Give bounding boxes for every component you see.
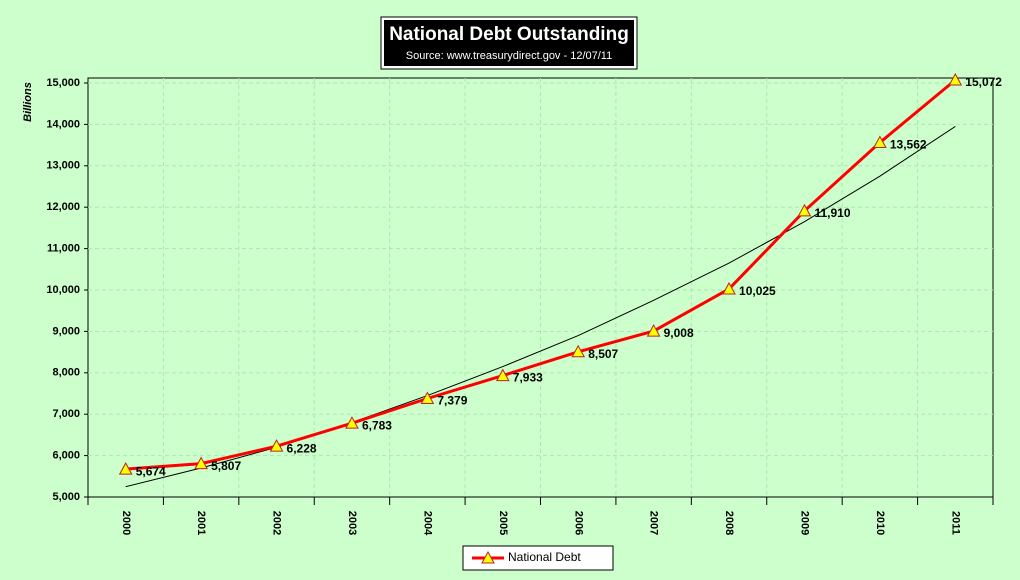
y-tick-label: 9,000 [52, 325, 80, 337]
data-label: 8,507 [588, 347, 618, 361]
marker [495, 368, 510, 382]
y-tick-label: 15,000 [46, 77, 80, 89]
marker [646, 324, 661, 337]
marker [948, 72, 963, 86]
legend [462, 545, 614, 571]
y-tick-label: 10,000 [46, 284, 80, 296]
series-line [125, 78, 957, 471]
y-tick-label: 11,000 [47, 243, 80, 255]
data-label: 9,008 [664, 326, 694, 340]
y-tick-label: 12,000 [46, 201, 80, 213]
x-tick-label: 2002 [271, 511, 283, 535]
marker [571, 344, 586, 358]
x-tick-label: 2010 [874, 511, 886, 535]
y-tick-label: 5,000 [52, 491, 80, 503]
legend-marker [481, 550, 495, 564]
chart-subtitle: Source: www.treasurydirect.gov - 12/07/1… [406, 50, 612, 62]
data-label: 10,025 [739, 284, 776, 298]
x-tick-label: 2009 [799, 511, 811, 535]
trendline [125, 126, 956, 488]
x-tick-label: 2000 [120, 511, 132, 535]
marker [345, 416, 359, 429]
data-label: 11,910 [814, 206, 850, 220]
x-tick-label: 2004 [421, 511, 433, 536]
data-label: 7,379 [437, 394, 467, 408]
chart-title: National Debt Outstanding [389, 24, 629, 45]
title-box [384, 20, 634, 66]
data-label: 5,807 [211, 459, 241, 473]
data-label: 6,783 [362, 418, 392, 432]
marker [873, 135, 887, 149]
data-label: 15,072 [965, 75, 1002, 89]
y-tick-label: 14,000 [46, 118, 80, 130]
legend-label: National Debt [508, 550, 581, 564]
marker [194, 456, 208, 470]
plot-area [87, 77, 994, 498]
y-axis-label: Billions [22, 82, 34, 122]
x-tick-label: 2005 [497, 511, 509, 535]
y-tick-label: 13,000 [46, 160, 80, 172]
marker [722, 281, 736, 295]
marker [420, 391, 435, 405]
marker [269, 439, 284, 452]
data-label: 7,933 [513, 371, 543, 385]
data-label: 5,674 [136, 464, 166, 478]
x-tick-label: 2001 [195, 511, 207, 535]
x-tick-label: 2006 [572, 511, 584, 535]
x-tick-label: 2003 [346, 511, 358, 535]
y-tick-label: 6,000 [52, 450, 80, 462]
x-tick-label: 2008 [723, 511, 735, 535]
marker [118, 462, 133, 475]
marker [797, 203, 812, 217]
x-tick-label: 2007 [648, 511, 660, 535]
y-tick-label: 8,000 [52, 367, 80, 379]
data-label: 13,562 [890, 138, 927, 152]
y-tick-label: 7,000 [52, 408, 80, 420]
data-label: 6,228 [287, 441, 317, 455]
x-tick-label: 2011 [949, 511, 961, 535]
